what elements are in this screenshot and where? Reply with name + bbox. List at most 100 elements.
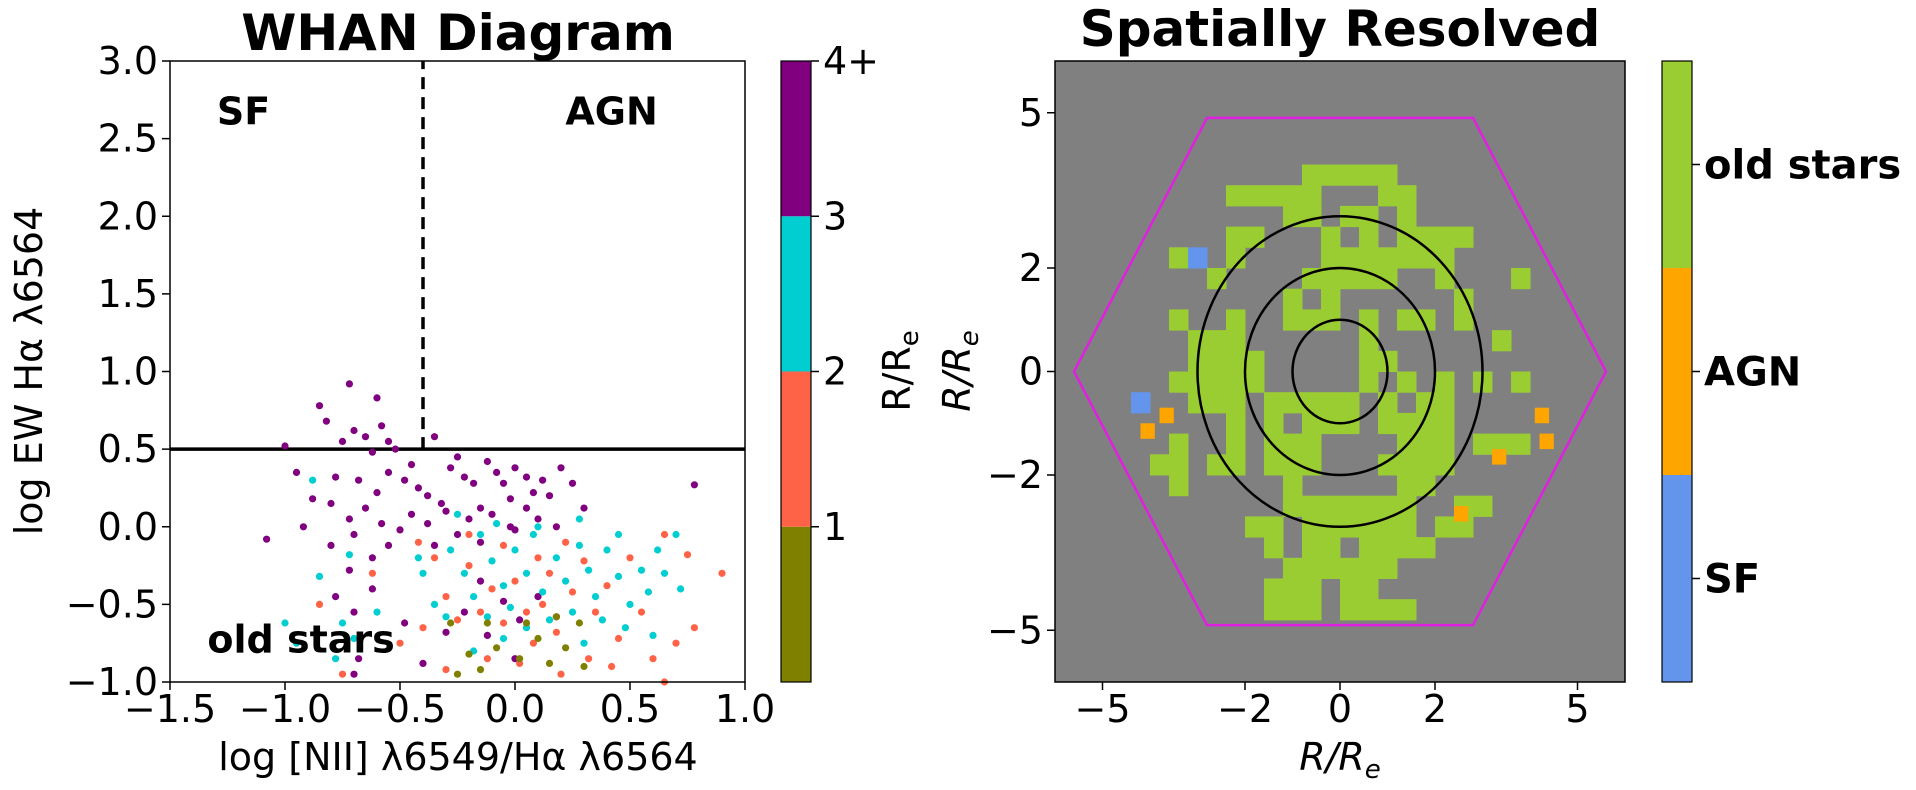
spaxel	[1492, 330, 1512, 352]
scatter-point	[539, 588, 547, 596]
spaxel	[1169, 454, 1189, 476]
scatter-point	[614, 634, 623, 643]
scatter-point	[338, 670, 347, 678]
whan-x-axis-label: log [NII] λ6549/Hα λ6564	[218, 735, 697, 779]
spaxel	[1302, 599, 1322, 621]
scatter-point	[683, 551, 692, 559]
sf-region-label: SF	[217, 90, 270, 134]
scatter-point	[309, 495, 317, 503]
spaxel	[1378, 164, 1398, 186]
scatter-point	[591, 593, 600, 601]
scatter-point	[545, 569, 554, 577]
spaxel	[1340, 392, 1360, 414]
scatter-point	[575, 619, 584, 627]
scatter-point	[516, 655, 524, 663]
scatter-point	[424, 492, 432, 500]
spaxel	[1378, 516, 1398, 538]
scatter-point	[649, 631, 657, 640]
spaxel	[1264, 599, 1284, 621]
scatter-point	[299, 523, 307, 531]
spaxel-agn	[1159, 407, 1174, 424]
spaxel	[1416, 537, 1436, 559]
spaxel	[1359, 350, 1379, 372]
scatter-point	[309, 476, 317, 484]
scatter-point	[511, 577, 519, 585]
scatter-point	[608, 662, 616, 671]
colorbar-tick-label: 2	[823, 350, 847, 394]
scatter-point	[499, 541, 508, 550]
scatter-point	[338, 619, 347, 627]
spaxel	[1302, 164, 1322, 186]
scatter-point	[430, 541, 439, 550]
spaxel-agn	[1539, 433, 1554, 450]
y-tick-label: 2.5	[98, 117, 158, 161]
y-tick-label: 0.5	[98, 427, 158, 471]
y-tick-label: −1.0	[66, 660, 158, 704]
spaxel	[1416, 412, 1436, 435]
spaxel	[1397, 309, 1417, 331]
scatter-point	[350, 670, 358, 678]
scatter-point	[476, 530, 485, 539]
whan-plot-area	[170, 61, 745, 682]
scatter-point	[419, 624, 427, 632]
spaxel	[1169, 475, 1189, 497]
spaxel	[1397, 516, 1417, 538]
spaxel-agn	[1140, 423, 1155, 439]
colorbar-segment	[1662, 61, 1692, 268]
scatter-point	[407, 461, 416, 469]
spaxel	[1321, 495, 1341, 517]
spaxel	[1435, 268, 1455, 290]
scatter-point	[465, 530, 473, 539]
scatter-point	[442, 593, 450, 601]
spaxel-agn	[1534, 407, 1550, 424]
scatter-point	[361, 433, 370, 441]
scatter-point	[580, 662, 588, 671]
scatter-point	[401, 476, 409, 484]
scatter-point	[465, 515, 473, 523]
scatter-point	[511, 546, 519, 554]
scatter-point	[470, 593, 478, 601]
scatter-point	[718, 569, 726, 577]
scatter-point	[488, 585, 496, 593]
scatter-point	[598, 616, 607, 624]
colorbar-tick-label: SF	[1704, 557, 1760, 603]
scatter-point	[476, 538, 485, 546]
spaxel	[1283, 392, 1303, 414]
spaxel	[1302, 578, 1322, 600]
spaxel	[1397, 371, 1417, 393]
scatter-point	[281, 442, 289, 450]
scatter-point	[552, 613, 561, 621]
scatter-point	[499, 634, 508, 643]
scatter-point	[430, 600, 439, 609]
spaxel	[1264, 185, 1284, 207]
colorbar-tick-label: 1	[823, 505, 847, 549]
whan-colorbar-label: R/Re	[875, 330, 925, 412]
scatter-point	[401, 619, 409, 627]
spaxel	[1359, 330, 1379, 352]
scatter-point	[447, 464, 455, 472]
spaxel-agn	[1454, 506, 1469, 522]
spaxel	[1359, 599, 1379, 621]
spaxel	[1302, 516, 1322, 538]
radius-circle	[1243, 266, 1437, 477]
spaxel	[1207, 330, 1227, 352]
spaxel	[1321, 268, 1341, 290]
spaxel	[1264, 412, 1284, 435]
spaxel	[1169, 371, 1189, 393]
spaxel	[1302, 557, 1322, 579]
spaxel	[1378, 247, 1398, 269]
colorbar-segment	[1662, 475, 1692, 682]
spaxel	[1245, 371, 1265, 393]
spaxel	[1150, 454, 1170, 476]
scatter-point	[396, 639, 404, 647]
y-tick-label: −2	[987, 453, 1043, 497]
spaxel	[1226, 371, 1246, 393]
scatter-point	[483, 631, 491, 640]
scatter-point	[345, 515, 353, 523]
spaxel	[1188, 330, 1208, 352]
spaxel	[1454, 226, 1474, 248]
spaxel	[1321, 164, 1341, 186]
spaxel	[1397, 205, 1417, 228]
spaxel	[1245, 226, 1265, 248]
spaxel	[1245, 350, 1265, 372]
